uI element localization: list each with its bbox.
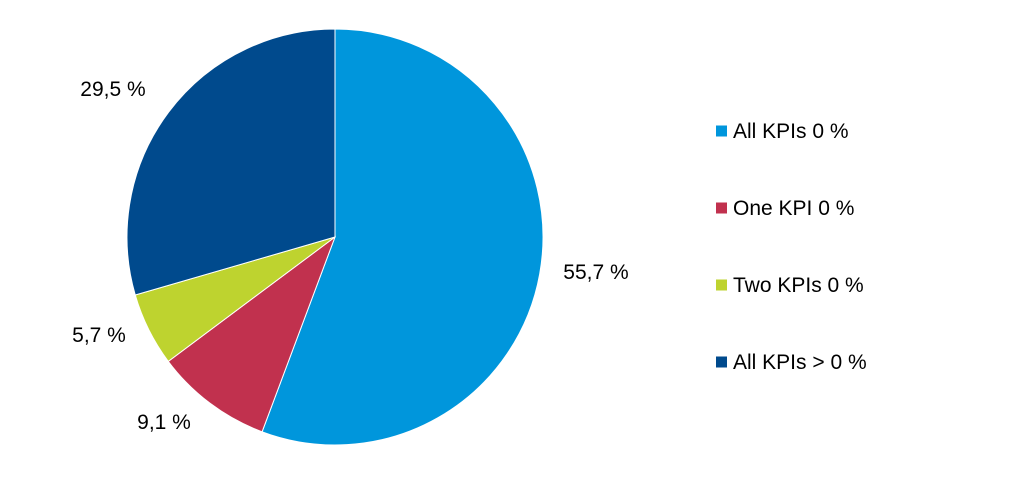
data-label-4: 29,5 % — [80, 78, 145, 101]
legend-label-3: Two KPIs 0 % — [733, 274, 864, 297]
legend: All KPIs 0 % One KPI 0 % Two KPIs 0 % All K… — [716, 120, 867, 374]
data-label-3: 5,7 % — [72, 324, 126, 347]
legend-item-4: All KPIs > 0 % — [716, 351, 867, 374]
pie-slice-4 — [126, 28, 336, 296]
pie-slice-1 — [261, 28, 544, 446]
pie-slice-2 — [167, 235, 337, 433]
pie-slices — [126, 28, 544, 446]
data-label-2: 9,1 % — [137, 411, 191, 434]
data-label-1: 55,7 % — [563, 261, 628, 284]
pie-data-labels: 55,7 % 9,1 % 5,7 % 29,5 % — [72, 78, 629, 434]
legend-label-4: All KPIs > 0 % — [733, 351, 867, 374]
legend-label-1: All KPIs 0 % — [733, 120, 849, 143]
legend-swatch-3 — [716, 279, 727, 291]
legend-item-1: All KPIs 0 % — [716, 120, 849, 143]
legend-item-2: One KPI 0 % — [716, 197, 854, 220]
legend-label-2: One KPI 0 % — [733, 197, 854, 220]
legend-swatch-1 — [716, 125, 727, 137]
legend-swatch-2 — [716, 202, 727, 214]
legend-swatch-4 — [716, 356, 727, 368]
legend-item-3: Two KPIs 0 % — [716, 274, 864, 297]
